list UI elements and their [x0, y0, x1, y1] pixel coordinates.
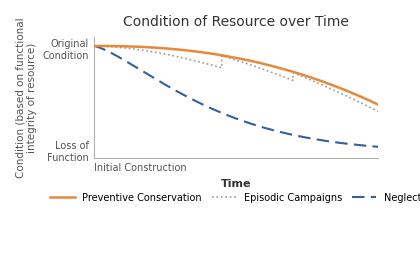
Y-axis label: Condition (based on functional
integrity of resource): Condition (based on functional integrity…	[15, 17, 37, 178]
Legend: Preventive Conservation, Episodic Campaigns, Neglect: Preventive Conservation, Episodic Campai…	[47, 189, 420, 207]
Title: Condition of Resource over Time: Condition of Resource over Time	[123, 15, 349, 29]
X-axis label: Time: Time	[220, 179, 251, 189]
